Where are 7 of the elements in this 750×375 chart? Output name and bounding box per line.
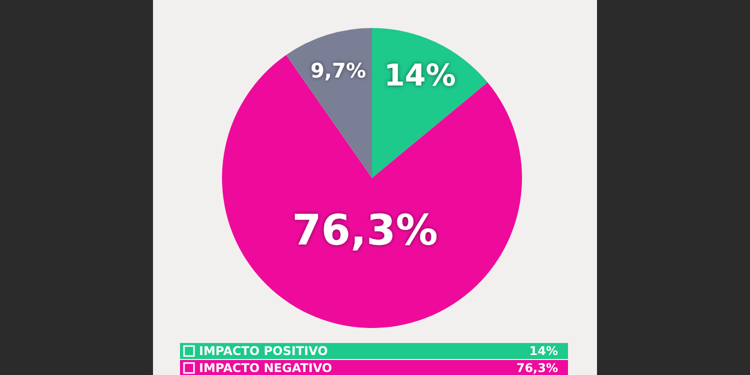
- text: 14%: [529, 344, 558, 358]
- text: 76,3%: [292, 206, 438, 255]
- legend-label: IMPACTO POSITIVO: [199, 344, 328, 358]
- data-label: 76,3%: [516, 361, 558, 375]
- data-label: 14%: [384, 58, 456, 94]
- legend-label: IMPACTO NEGATIVO: [199, 361, 332, 375]
- data-label: 9,7%: [310, 58, 366, 83]
